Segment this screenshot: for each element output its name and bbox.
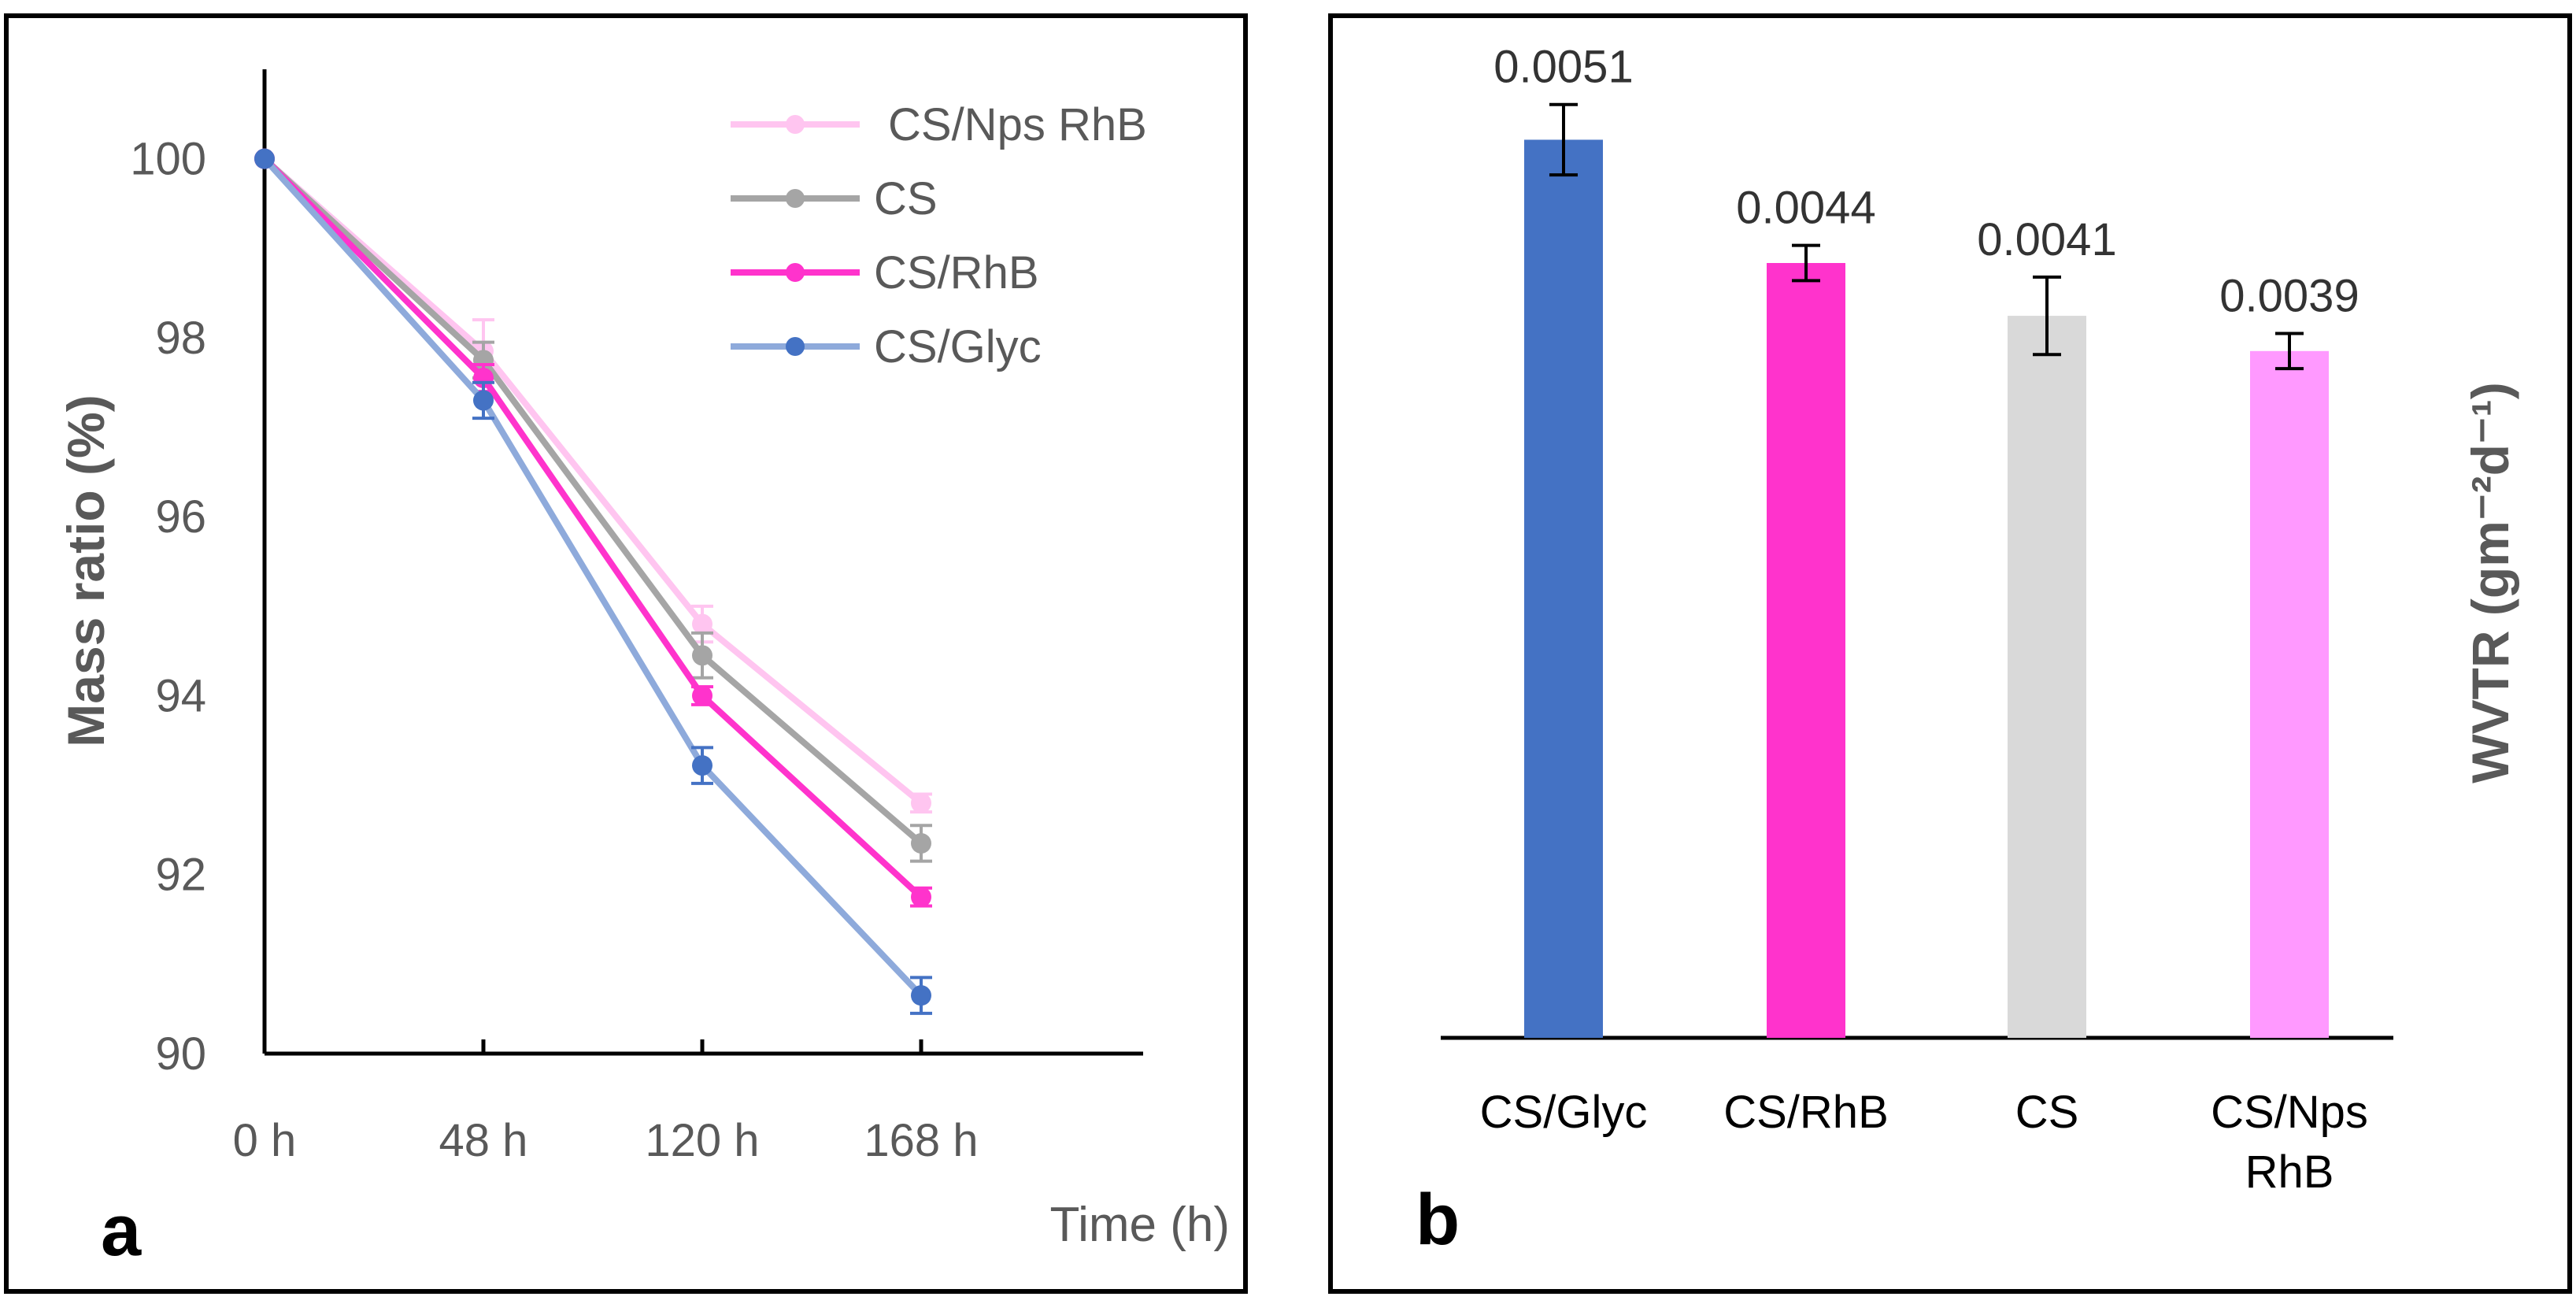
- series-line: [262, 156, 923, 900]
- panel-b-y-axis-title: WVTR (gm⁻²d⁻¹): [2461, 382, 2519, 784]
- data-point: [692, 685, 712, 706]
- legend-label: CS/Nps RhB: [888, 99, 1147, 150]
- y-tick-label: 90: [155, 1028, 206, 1080]
- bar: [2008, 316, 2086, 1038]
- legend-swatch-marker: [786, 189, 805, 208]
- panel-a-x-ticks: 0 h 48 h 120 h 168 h: [233, 1039, 979, 1166]
- data-label: 0.0041: [1977, 214, 2116, 265]
- data-point: [692, 645, 712, 666]
- data-point: [911, 985, 931, 1006]
- data-point: [254, 148, 275, 169]
- panel-b-label: b: [1416, 1180, 1460, 1260]
- panel-a-legend: CS/Nps RhB CS CS/RhB CS/Glyc: [731, 99, 1147, 372]
- y-tick-label: 100: [130, 134, 206, 185]
- data-point: [911, 887, 931, 908]
- x-tick-label: 0 h: [233, 1115, 297, 1166]
- series-line: [262, 156, 923, 998]
- y-tick-label: 92: [155, 850, 206, 901]
- data-point: [473, 390, 494, 411]
- data-point: [692, 613, 712, 635]
- legend-swatch-marker: [786, 263, 805, 282]
- bar: [1524, 139, 1603, 1038]
- data-label: 0.0039: [2219, 270, 2359, 321]
- panel-a-label: a: [101, 1191, 142, 1271]
- category-label: RhB: [2245, 1147, 2334, 1198]
- category-label: CS/Nps: [2211, 1087, 2368, 1138]
- panel-b-categories: CS/Glyc CS/RhB CS CS/Nps RhB: [1480, 1087, 2368, 1198]
- category-label: CS: [2015, 1087, 2079, 1138]
- panel-a-y-axis-title: Mass ratio (%): [57, 395, 115, 746]
- category-label: CS/Glyc: [1480, 1087, 1648, 1138]
- legend-swatch-marker: [786, 115, 805, 134]
- data-point: [692, 755, 712, 776]
- panel-a-x-axis-title: Time (h): [1050, 1198, 1230, 1252]
- bar: [2250, 350, 2329, 1038]
- series-cs-glyc: [254, 148, 932, 1015]
- data-point: [911, 832, 931, 854]
- data-label: 0.0051: [1493, 42, 1633, 93]
- bar-group-cs-rhb: 0.0044: [1736, 183, 1876, 1038]
- series-line: [262, 156, 923, 806]
- data-label: 0.0044: [1736, 183, 1875, 234]
- legend-label: CS: [874, 173, 938, 224]
- data-point: [911, 792, 931, 813]
- x-tick-label: 120 h: [645, 1115, 759, 1166]
- bar-group-cs-glyc: 0.0051: [1493, 42, 1634, 1038]
- series-line: [262, 156, 923, 846]
- panel-a-frame: [4, 13, 1248, 1294]
- panel-a-y-ticks: 90 92 94 96 98 100: [130, 134, 206, 1080]
- y-tick-label: 94: [155, 670, 206, 721]
- panel-b-bars: 0.0051 0.0044 0.0041 0.0039: [1493, 42, 2359, 1038]
- panel-a-series: [254, 148, 932, 1015]
- x-tick-label: 48 h: [439, 1115, 528, 1166]
- panel-a: 90 92 94 96 98 100 0 h 48 h 120 h 168 h CS/Nps R…: [4, 13, 1248, 1294]
- legend-label: CS/RhB: [874, 247, 1039, 298]
- legend-label: CS/Glyc: [874, 321, 1042, 372]
- y-tick-label: 96: [155, 491, 206, 543]
- category-label: CS/RhB: [1723, 1087, 1889, 1138]
- legend-swatch-marker: [786, 337, 805, 356]
- bar-group-cs-nps-rhb: 0.0039: [2219, 270, 2359, 1038]
- y-tick-label: 98: [155, 313, 206, 364]
- bar: [1767, 263, 1845, 1038]
- bar-group-cs: 0.0041: [1977, 214, 2117, 1038]
- x-tick-label: 168 h: [864, 1115, 978, 1166]
